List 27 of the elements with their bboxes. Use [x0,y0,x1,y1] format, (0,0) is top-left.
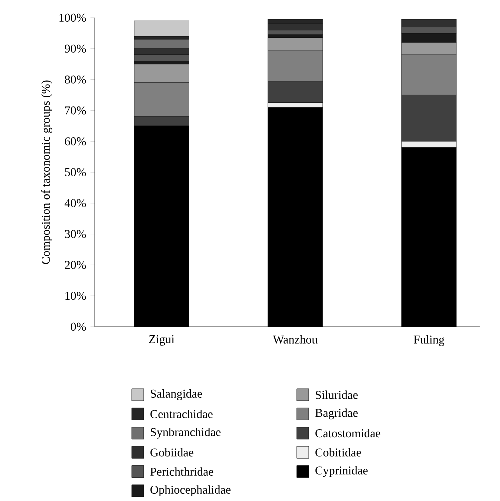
x-tick-label: Zigui [149,335,175,346]
legend-label: Perichthridae [150,468,214,476]
y-tick-label: 30% [65,230,86,238]
legend-label: Cobitidae [316,448,362,457]
y-tick-label: 80% [65,76,86,84]
y-tick-label: 20% [65,261,86,270]
x-tick-label: Wanzhou [273,335,318,344]
y-axis-title: Composition of taxonomic groups (%) [42,80,52,264]
y-tick-label: 100% [60,14,86,22]
y-tick-label: 90% [65,44,86,53]
legend-label: Centrachidae [150,410,213,418]
legend-label: Bagridae [316,408,358,420]
legend-label: Siluridae [316,390,358,400]
legend-label: Ophiocephalidae [150,486,231,496]
y-tick-label: 60% [65,138,86,146]
y-tick-label: 10% [66,292,86,300]
bar [134,20,190,37]
y-tick-label: 50% [65,168,86,177]
legend-label: Synbranchidae [150,428,221,439]
legend-label: Catostomidae [316,429,381,438]
legend-label: Gobiidae [150,448,194,457]
y-tick-label: 0% [71,322,86,332]
legend-label: Salangidae [150,390,202,400]
y-tick-label: 70% [65,106,86,115]
y-tick-label: 40% [64,199,86,208]
x-tick-label: Fuling [414,335,445,346]
legend-label: Cyprinidae [316,466,368,478]
